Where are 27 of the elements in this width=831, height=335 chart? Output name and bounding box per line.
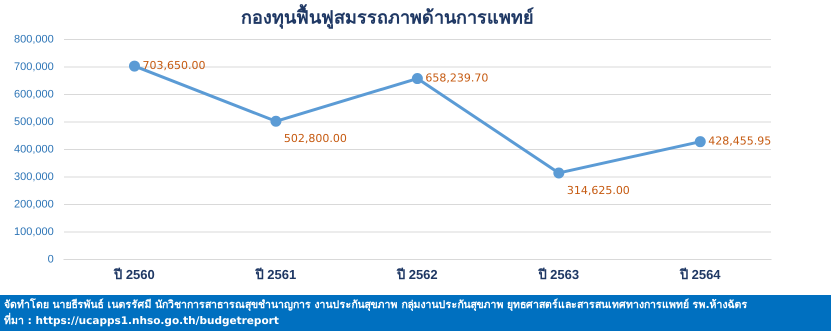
y-tick-label: 600,000 <box>14 88 54 101</box>
y-tick-label: 800,000 <box>14 34 54 46</box>
x-tick-label: ปี 2561 <box>254 266 296 282</box>
point <box>270 116 282 127</box>
y-tick-label: 400,000 <box>14 144 54 156</box>
y-tick-label: 700,000 <box>14 61 54 74</box>
text: จัดทำโดย นายธีรพันธ์ เนตรรัศมี นักวิชาการสาธารณสุขชำนาญการ งานประกันสุขภาพ กลุ่มงานประกันสุขภาพ ยุทธศาสตร์และสารสนเทศทางการแพทย์ รพ.ห้างฉัตร <box>4 297 749 312</box>
point <box>553 167 564 178</box>
y-tick-label: 200,000 <box>14 198 54 210</box>
data-label: 502,800.00 <box>284 132 347 146</box>
y-tick-label: 500,000 <box>14 116 54 128</box>
y-tick-label: 0 <box>48 253 54 266</box>
text: ที่มา : https://ucapps1.nhso.go.th/budgetreport <box>4 313 280 329</box>
x-tick-label: ปี 2563 <box>538 266 580 282</box>
x-tick-label: ปี 2560 <box>113 266 155 282</box>
x-tick-label: ปี 2562 <box>396 266 438 282</box>
data-label: 428,455.95 <box>708 134 772 148</box>
point <box>412 73 423 84</box>
point <box>694 136 706 148</box>
x-tick-label: ปี 2564 <box>679 266 722 282</box>
y-tick-label: 300,000 <box>14 171 54 184</box>
data-label: 703,650.00 <box>142 58 206 72</box>
y-tick-label: 100,000 <box>14 226 54 238</box>
point <box>128 60 140 72</box>
data-label: 314,625.00 <box>566 184 630 197</box>
data-label: 658,239.70 <box>425 71 488 84</box>
chart-title: กองทุนฟื้นฟูสมรรถภาพด้านการแพทย์ <box>241 3 534 30</box>
